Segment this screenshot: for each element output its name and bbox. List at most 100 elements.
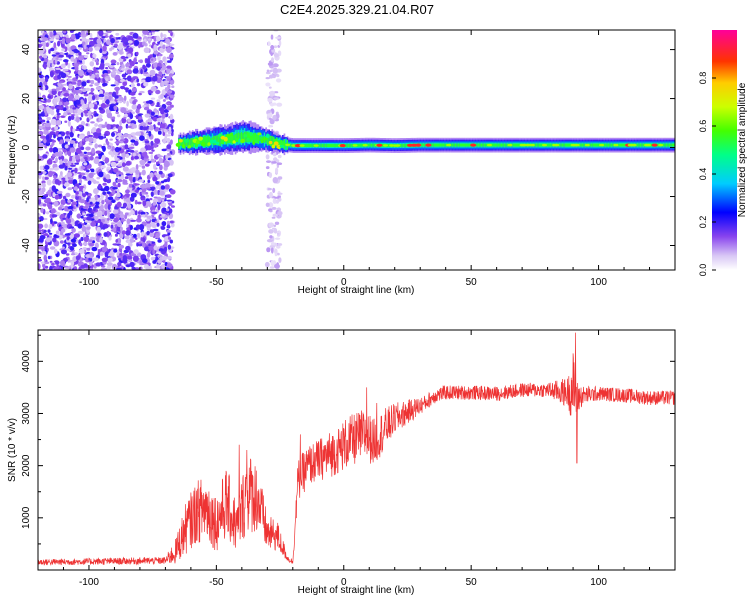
heatmap-cell [273, 45, 278, 49]
heatmap-cell [45, 197, 51, 203]
heatmap-cell [454, 143, 457, 147]
heatmap-cell [140, 79, 146, 83]
heatmap-cell [116, 192, 121, 198]
heatmap-cell [116, 137, 122, 140]
heatmap-cell [135, 114, 139, 120]
heatmap-cell [146, 218, 150, 222]
heatmap-cell [141, 151, 148, 157]
heatmap-cell [108, 95, 112, 101]
heatmap-cell [277, 154, 282, 159]
heatmap-cell [104, 203, 109, 210]
heatmap-cell [99, 48, 103, 53]
heatmap-cell [464, 143, 466, 147]
heatmap-cell [118, 66, 122, 72]
heatmap-cell [87, 95, 92, 102]
heatmap-cell [117, 155, 121, 158]
heatmap-cell [76, 89, 83, 94]
heatmap-cell [54, 152, 60, 157]
heatmap-cell [133, 39, 140, 46]
heatmap-cell [101, 154, 106, 161]
heatmap-cell [97, 135, 104, 139]
heatmap-cell [275, 167, 279, 174]
heatmap-cell [100, 103, 106, 109]
heatmap-cell [69, 147, 76, 153]
heatmap-cell [152, 198, 159, 203]
heatmap-cell [269, 235, 273, 239]
heatmap-cell [271, 144, 276, 149]
heatmap-cell [232, 140, 236, 144]
heatmap-cell [126, 218, 131, 225]
heatmap-cell [122, 166, 129, 172]
heatmap-cell [53, 266, 59, 270]
heatmap-cell [110, 224, 114, 229]
heatmap-cell [88, 172, 94, 179]
heatmap-cell [321, 144, 324, 147]
heatmap-cell [260, 139, 264, 144]
heatmap-cell [91, 147, 95, 154]
heatmap-cell [46, 159, 53, 165]
heatmap-cell [49, 246, 56, 250]
heatmap-cell [38, 258, 42, 262]
heatmap-cell [64, 101, 70, 106]
heatmap-cell [75, 129, 80, 131]
heatmap-cell [153, 44, 157, 50]
heatmap-cell [154, 138, 158, 143]
heatmap-cell [125, 63, 130, 68]
heatmap-cell [150, 256, 156, 261]
heatmap-cell [82, 65, 87, 70]
y-tick-label: 1000 [21, 506, 32, 529]
heatmap-cell [87, 239, 93, 243]
heatmap-cell [216, 135, 219, 145]
heatmap-cell [39, 74, 44, 79]
heatmap-cell [114, 214, 121, 218]
heatmap-cell [71, 194, 76, 199]
heatmap-cell [126, 149, 131, 153]
heatmap-cell [56, 108, 60, 114]
heatmap-cell [141, 165, 146, 169]
heatmap-cell [144, 140, 150, 144]
heatmap-cell [150, 111, 155, 116]
heatmap-cell [104, 96, 108, 99]
heatmap-cell [38, 139, 42, 143]
heatmap-cell [502, 143, 504, 147]
heatmap-cell [621, 143, 624, 147]
heatmap-cell [118, 174, 122, 177]
heatmap-cell [62, 97, 68, 103]
heatmap-cell [266, 239, 273, 243]
heatmap-cell [662, 143, 665, 147]
heatmap-cell [133, 57, 138, 63]
heatmap-cell [201, 138, 203, 145]
heatmap-cell [127, 118, 132, 123]
heatmap-cell [166, 60, 172, 63]
heatmap-cell [77, 191, 83, 197]
heatmap-cell [126, 69, 133, 75]
heatmap-cell [373, 143, 376, 147]
heatmap-cell [231, 132, 234, 145]
heatmap-cell [89, 33, 93, 38]
heatmap-cell [74, 94, 80, 100]
heatmap-cell [548, 143, 550, 147]
heatmap-cell [43, 129, 49, 135]
heatmap-cell [273, 228, 278, 234]
heatmap-cell [149, 54, 153, 57]
heatmap-cell [140, 211, 146, 215]
heatmap-cell [60, 260, 66, 267]
heatmap-cell [58, 81, 64, 84]
heatmap-cell [104, 210, 108, 216]
heatmap-cell [112, 227, 117, 232]
heatmap-cell [134, 150, 139, 153]
heatmap-cell [265, 82, 271, 87]
heatmap-cell [494, 143, 497, 147]
heatmap-cell [80, 146, 85, 151]
heatmap-cell [167, 130, 172, 135]
heatmap-cell [60, 63, 66, 69]
y-tick-label: -20 [21, 189, 32, 204]
y-tick-label: 40 [21, 44, 32, 56]
heatmap-cell [130, 156, 134, 161]
heatmap-cell [269, 74, 274, 79]
heatmap-cell [94, 82, 100, 86]
heatmap-cell [599, 143, 605, 147]
heatmap-cell [618, 143, 621, 147]
heatmap-cell [69, 246, 75, 251]
heatmap-cell [334, 144, 336, 147]
